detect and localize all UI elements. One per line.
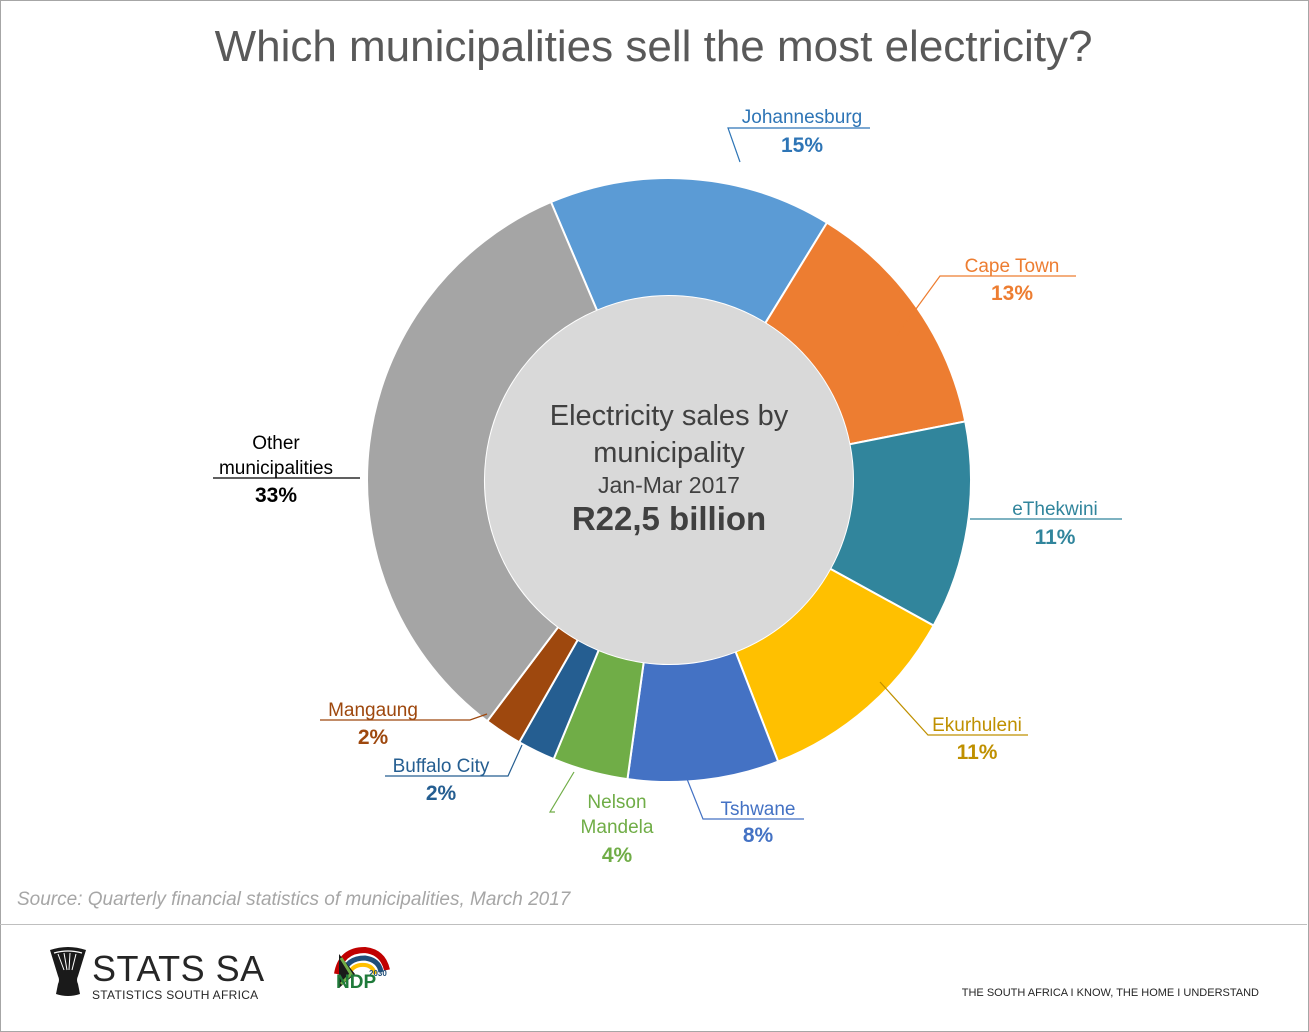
stats-sa-brand: STATS SA STATISTICS SOUTH AFRICA [48,946,264,1003]
tagline: THE SOUTH AFRICA I KNOW, THE HOME I UNDE… [961,987,1259,999]
label-name-cape-town: Cape Town [965,256,1060,277]
brand-subtitle: STATISTICS SOUTH AFRICA [92,988,259,1002]
center-line1: Electricity sales by [550,400,789,432]
label-name-tshwane: Tshwane [721,799,796,820]
label-value-cape-town: 13% [991,282,1033,305]
label-value-other-municipalities: 33% [255,484,297,507]
leader-line-cape-town [896,275,1076,336]
center-circle [485,296,853,664]
leader-line-mangaung [320,713,488,721]
ndp-year: 2030 [369,969,387,978]
label-name-other-municipalities: Other municipalities [219,433,333,479]
label-name-ekurhuleni: Ekurhuleni [932,715,1022,736]
label-value-nelson-mandela: 4% [602,844,633,867]
label-name-mangaung: Mangaung [328,700,418,721]
label-name-ethekwini: eThekwini [1012,499,1098,520]
leader-line-ekurhuleni [879,681,1028,736]
page-title: Which municipalities sell the most elect… [214,22,1093,71]
footer-divider [0,924,1307,925]
label-value-johannesburg: 15% [781,134,823,157]
label-value-tshwane: 8% [743,824,774,847]
label-name-buffalo-city: Buffalo City [393,756,490,777]
leader-line-tshwane [686,778,804,820]
leader-line-nelson-mandela [548,771,575,813]
label-value-buffalo-city: 2% [426,782,457,805]
center-total: R22,5 billion [572,500,766,537]
label-value-ethekwini: 11% [1035,526,1076,549]
leader-line-buffalo-city [385,744,523,777]
source-note: Source: Quarterly financial statistics o… [17,889,571,910]
ndp-label: NDP [336,972,377,993]
label-value-ekurhuleni: 11% [957,741,998,764]
brand-name: STATS SA [92,948,265,989]
label-name-nelson-mandela: Nelson Mandela [581,792,654,838]
center-period: Jan-Mar 2017 [598,472,740,498]
leader-line-johannesburg [727,127,870,163]
stats-sa-logo-icon [50,947,86,996]
label-name-johannesburg: Johannesburg [742,107,862,128]
center-line2: municipality [593,437,745,469]
donut-chart: Electricity sales by municipality Jan-Ma… [213,107,1122,867]
ndp-logo-icon [334,946,390,988]
label-value-mangaung: 2% [358,726,389,749]
